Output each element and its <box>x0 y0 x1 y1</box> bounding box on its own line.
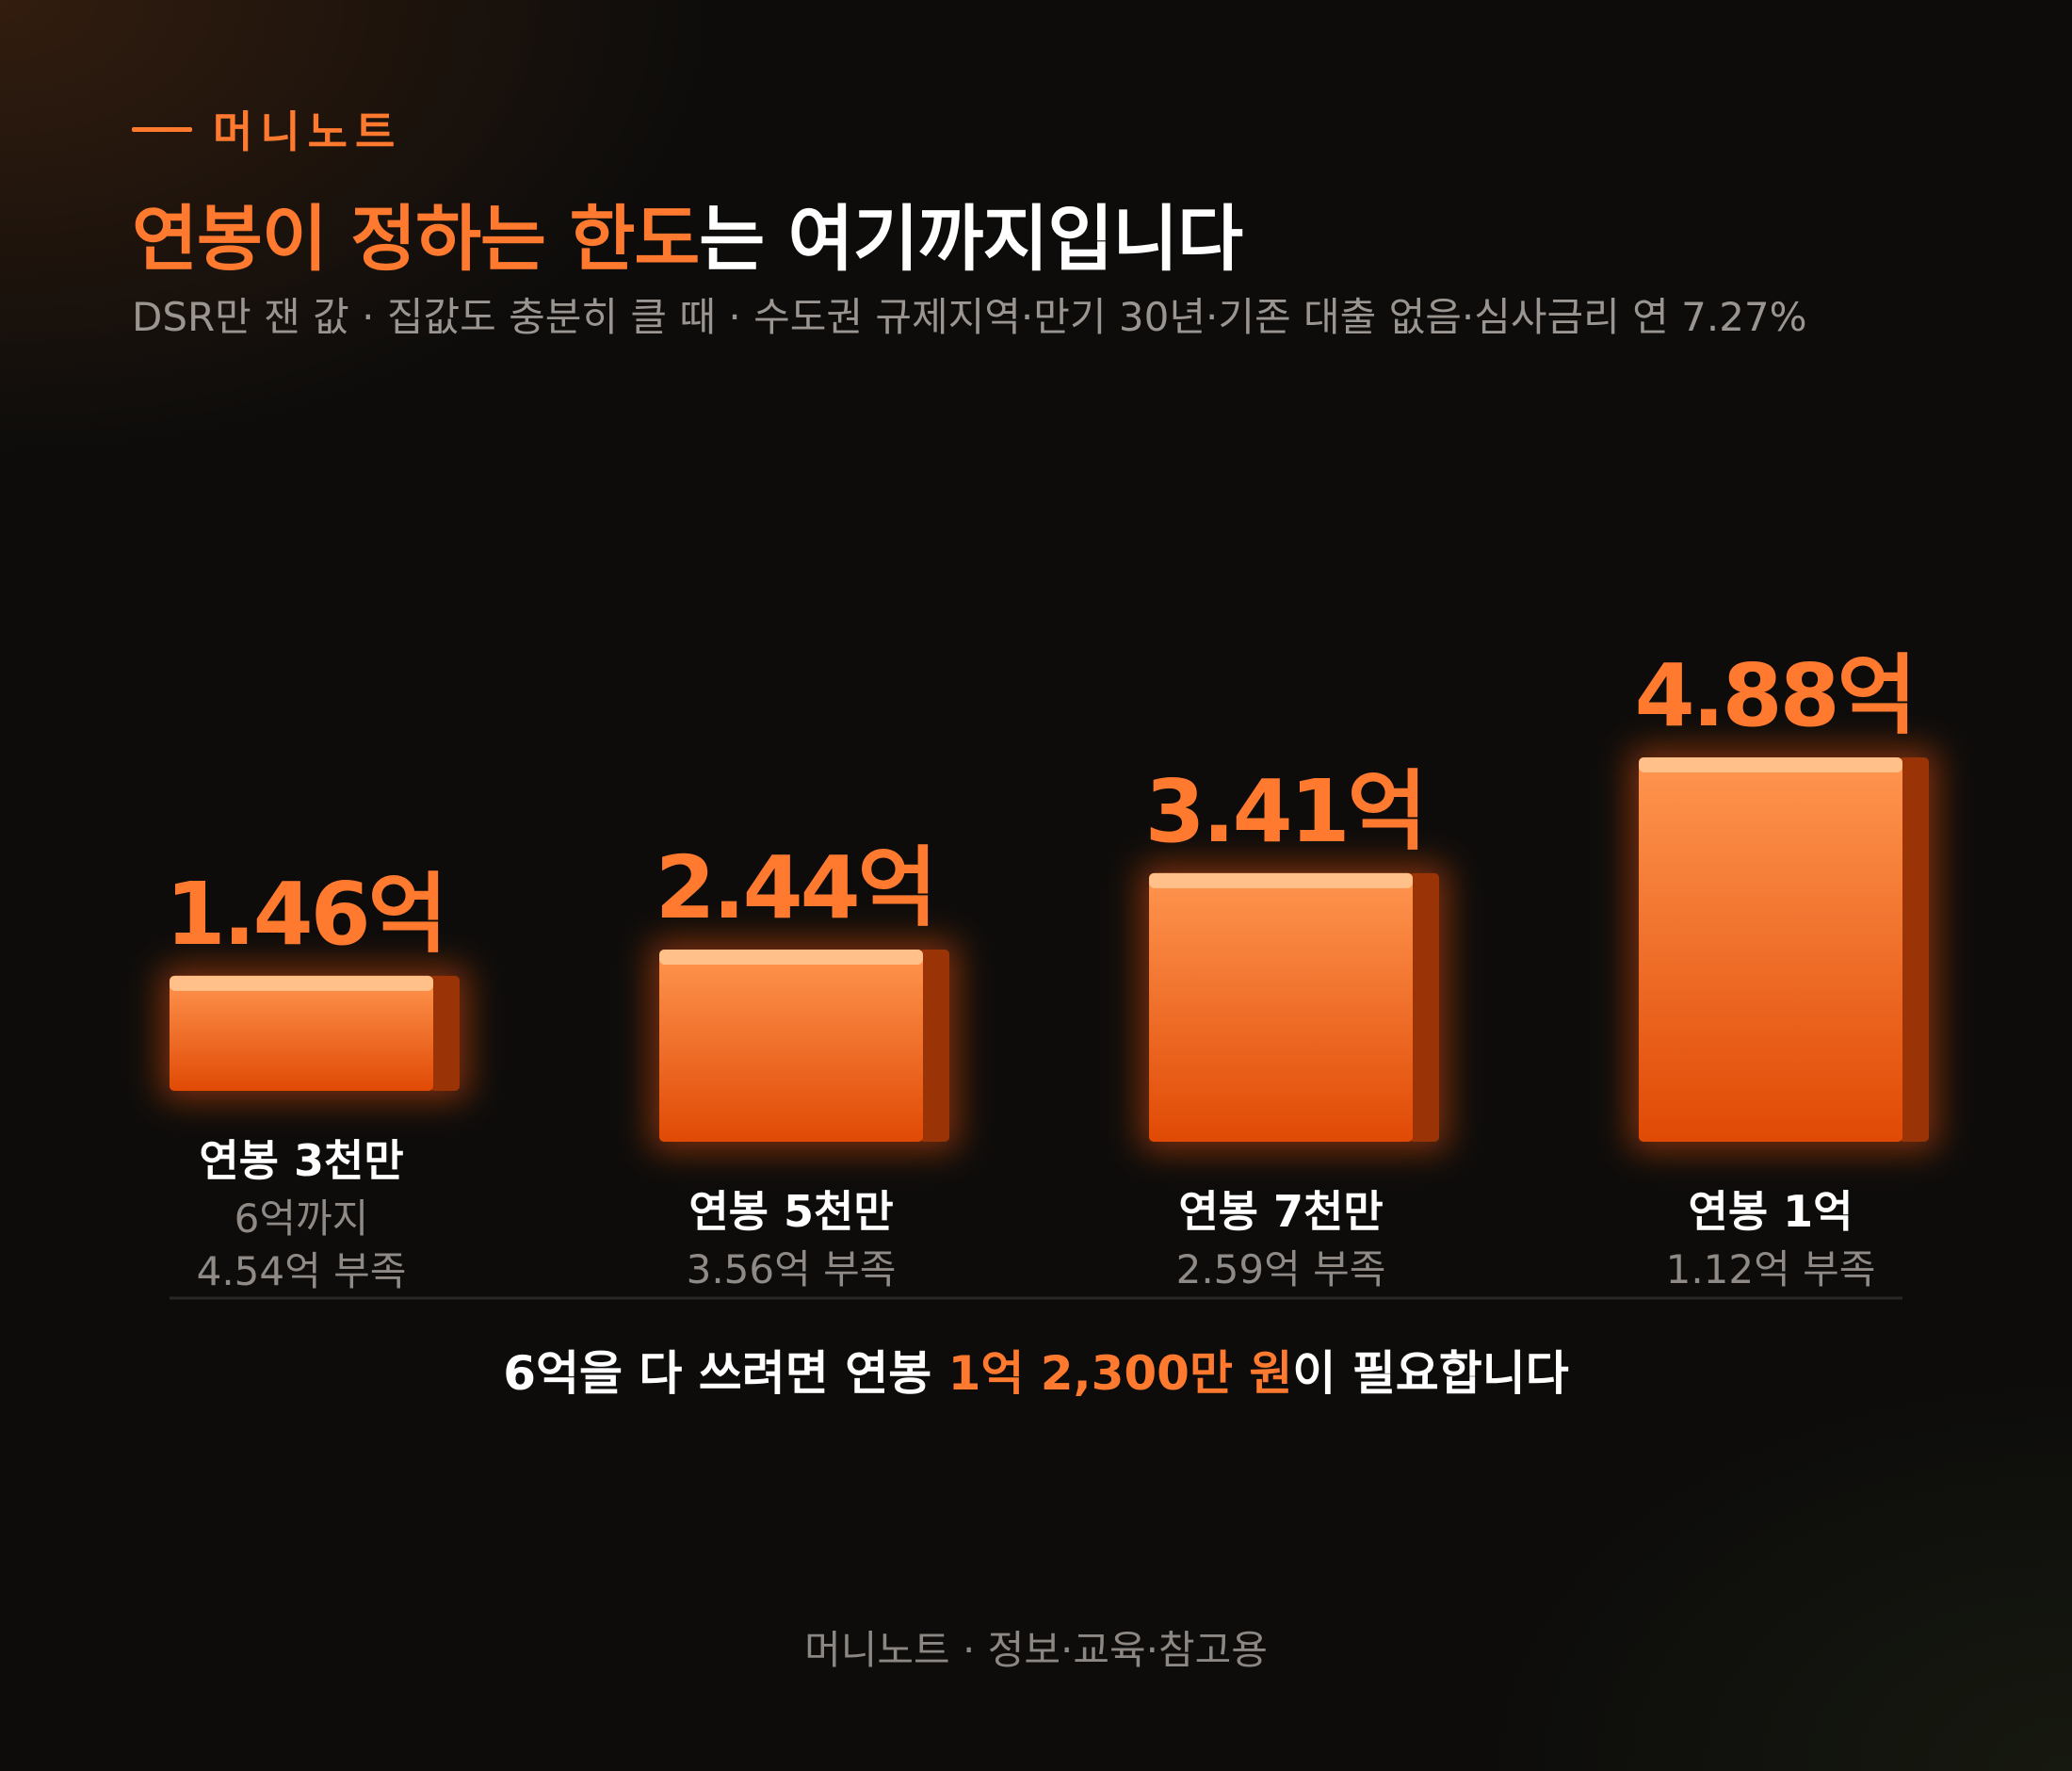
bar-group <box>160 966 469 1100</box>
conclusion-text: 6억을 다 쓰려면 연봉 1억 2,300만 원이 필요합니다 <box>0 1336 2072 1404</box>
shortfall-note: 3.56억 부족 <box>687 1246 897 1292</box>
brand: 머니노트 <box>132 98 402 160</box>
bar <box>659 950 923 1142</box>
title-rest: 는 여기까지입니다 <box>699 197 1243 281</box>
bar-side <box>429 975 460 1091</box>
value-label: 3.41억 <box>1145 761 1425 862</box>
bar-group <box>650 940 959 1151</box>
title-highlight: 연봉이 정하는 한도 <box>132 197 700 281</box>
bar-cap <box>1149 872 1413 888</box>
bar <box>1639 757 1902 1142</box>
bar-cap <box>170 975 433 991</box>
subtitle: DSR만 잰 값 · 집값도 충분히 클 때 · 수도권 규제지역·만기 30년… <box>132 294 1807 340</box>
bar <box>170 975 433 1091</box>
value-label: 1.46억 <box>166 864 445 965</box>
page-title: 연봉이 정하는 한도는 여기까지입니다 <box>132 181 1243 284</box>
brand-accent-line <box>132 126 192 132</box>
shortfall-note: 6억까지 <box>235 1195 369 1242</box>
footer-credit: 머니노트 · 정보·교육·참고용 <box>804 1627 1268 1673</box>
value-label: 4.88억 <box>1635 645 1915 746</box>
bar-side <box>1409 872 1439 1142</box>
shortfall-note: 2.59억 부족 <box>1176 1246 1386 1292</box>
category-label: 연봉 1억 <box>1689 1186 1853 1237</box>
value-label: 2.44억 <box>656 837 935 938</box>
bar-group <box>1629 748 1938 1151</box>
bar-cap <box>659 950 923 965</box>
conclusion-before: 6억을 다 쓰려면 연봉 <box>503 1346 948 1401</box>
bar <box>1149 872 1413 1142</box>
bar-cap <box>1639 757 1902 772</box>
conclusion-highlight: 1억 2,300만 원 <box>947 1346 1293 1401</box>
shortfall-note: 4.54억 부족 <box>197 1248 407 1294</box>
bar-side <box>1899 757 1929 1142</box>
category-label: 연봉 5천만 <box>688 1186 893 1237</box>
shortfall-note: 1.12억 부족 <box>1666 1246 1876 1292</box>
bar-side <box>919 950 949 1142</box>
brand-name: 머니노트 <box>213 106 403 157</box>
category-label: 연봉 7천만 <box>1178 1186 1383 1237</box>
category-label: 연봉 3천만 <box>199 1135 403 1186</box>
conclusion-after: 이 필요합니다 <box>1292 1346 1569 1401</box>
bar-group <box>1140 863 1449 1151</box>
